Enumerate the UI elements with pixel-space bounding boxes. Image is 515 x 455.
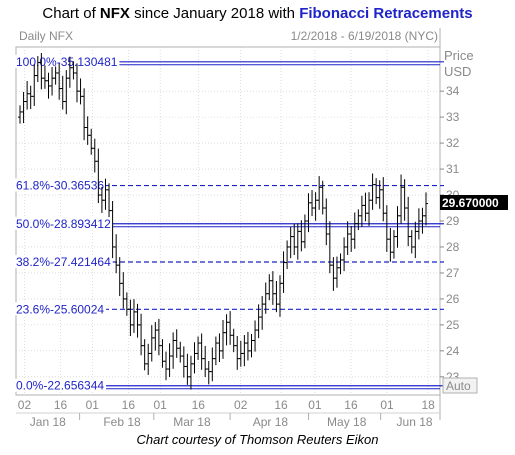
auto-scale-button-frame — [442, 377, 478, 394]
day-tick-label: 16 — [122, 398, 136, 412]
fib-label-bg — [15, 378, 107, 392]
price-tick-label: 31 — [446, 162, 460, 176]
month-tick-label: Jan 18 — [30, 415, 66, 429]
last-price-badge — [440, 195, 508, 210]
price-tick-label: 27 — [446, 266, 460, 280]
price-bars — [18, 52, 428, 390]
axis-label-price: Price — [444, 48, 474, 63]
day-tick-label: 01 — [308, 398, 322, 412]
day-tick-label: 16 — [344, 398, 358, 412]
panel-label: Daily NFX — [19, 29, 73, 43]
day-tick-label: 01 — [380, 398, 394, 412]
month-tick-label: Jun 18 — [397, 415, 433, 429]
time-axis: 02 16 01 16 01 16 02 16 01 16 01 18 Jan 18 Feb 18 Mar … — [18, 398, 435, 429]
day-tick-label: 01 — [86, 398, 100, 412]
fibonacci-levels: 100.0%-35.130481 61.8%-30.36536 50.0%-28.8… — [15, 54, 444, 393]
price-tick-label: 26 — [446, 292, 460, 306]
fib-label-bg — [15, 178, 107, 192]
day-tick-label: 02 — [18, 398, 32, 412]
day-tick-label: 18 — [421, 398, 435, 412]
price-tick-label: 24 — [446, 344, 460, 358]
price-tick-label: 32 — [446, 136, 460, 150]
fib-level-label: 23.6%-25.60024 — [16, 302, 104, 316]
fib-level-label: 0.0%-22.656344 — [16, 379, 104, 393]
fib-label-bg — [15, 254, 113, 268]
chart-title: Chart of NFX since January 2018 with Fib… — [42, 5, 473, 22]
day-tick-label: 01 — [153, 398, 167, 412]
date-range: 1/2/2018 - 6/19/2018 (NYC) — [291, 29, 438, 43]
day-tick-label: 02 — [234, 398, 248, 412]
fib-level-label: 61.8%-30.36536 — [16, 179, 104, 193]
day-tick-label: 16 — [274, 398, 288, 412]
price-tick-label: 34 — [446, 84, 460, 98]
fib-level-label: 50.0%-28.893412 — [16, 217, 111, 231]
fib-label-bg — [15, 216, 113, 230]
price-tick-label: 33 — [446, 110, 460, 124]
day-tick-label: 16 — [54, 398, 68, 412]
price-tick-label: 28 — [446, 240, 460, 254]
price-tick-label: 25 — [446, 318, 460, 332]
fib-level-label: 38.2%-27.421464 — [16, 255, 111, 269]
axis-label-currency: USD — [444, 64, 471, 79]
auto-scale-button[interactable]: Auto — [446, 379, 471, 393]
price-tick-label: 29 — [446, 214, 460, 228]
day-tick-label: 16 — [192, 398, 206, 412]
month-tick-label: Feb 18 — [103, 415, 141, 429]
price-axis: 343332313029282726252423 — [440, 84, 460, 384]
month-tick-label: May 18 — [327, 415, 367, 429]
fib-label-bg — [15, 302, 107, 316]
month-tick-label: Mar 18 — [173, 415, 211, 429]
fib-level-label: 100.0%-35.130481 — [16, 55, 118, 69]
month-tick-label: Apr 18 — [253, 415, 289, 429]
last-price-value: 29.670000 — [442, 196, 499, 210]
chart-credit: Chart courtesy of Thomson Reuters Eikon — [136, 432, 379, 447]
